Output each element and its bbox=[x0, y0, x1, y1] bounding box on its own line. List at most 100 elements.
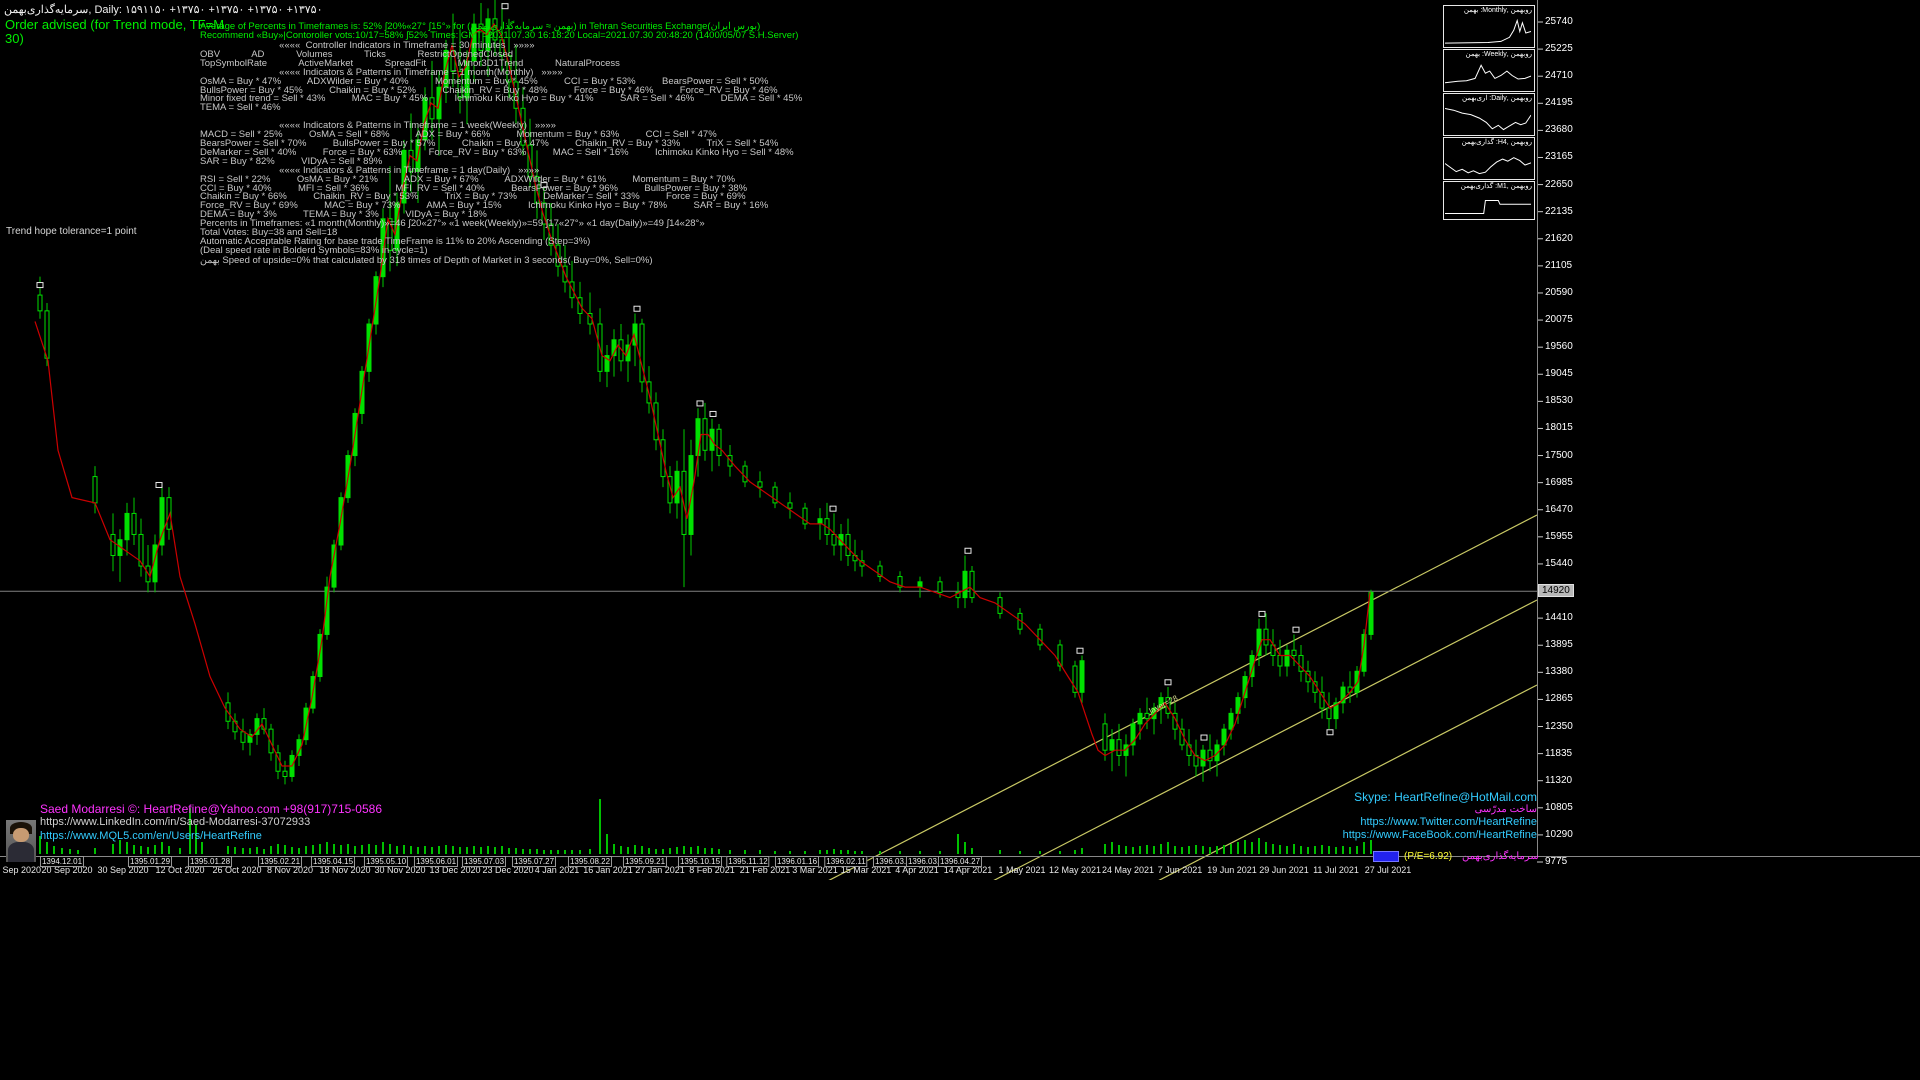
volume-bar bbox=[1181, 847, 1183, 854]
volume-bar bbox=[1265, 842, 1267, 854]
volume-bar bbox=[648, 848, 650, 854]
facebook-link[interactable]: https://www.FaceBook.com/HeartRefine bbox=[1342, 829, 1537, 841]
volume-bar bbox=[515, 848, 517, 854]
mini-sparkline bbox=[1445, 64, 1531, 84]
volume-bar bbox=[168, 846, 170, 854]
mql5-link[interactable]: https://www.MQL5.com/en/Users/HeartRefin… bbox=[40, 830, 262, 842]
volume-bar bbox=[854, 851, 856, 854]
volume-bar bbox=[112, 844, 114, 854]
moving-average-line bbox=[34, 23, 1371, 767]
mini-chart-panel[interactable]: روبهمن ,Weekly: بهمن bbox=[1443, 49, 1535, 92]
price-axis-label: 25225 bbox=[1545, 43, 1573, 55]
candle-body bbox=[247, 733, 253, 743]
candle-body bbox=[838, 533, 844, 546]
twitter-link[interactable]: https://www.Twitter.com/HeartRefine bbox=[1360, 816, 1537, 828]
volume-bar bbox=[669, 848, 671, 854]
candle-body bbox=[604, 355, 610, 372]
volume-bar bbox=[571, 850, 573, 854]
date-label: 30 Sep 2020 bbox=[97, 865, 149, 875]
mini-chart-panel[interactable]: روبهمن ,Daily: اری‌بهمن bbox=[1443, 93, 1535, 136]
price-axis-label: 15955 bbox=[1545, 530, 1573, 542]
volume-bar bbox=[298, 848, 300, 854]
sparkline-path bbox=[1445, 18, 1531, 44]
pe-progress-bar bbox=[1373, 851, 1399, 862]
mini-chart-panel[interactable]: روبهمن ,M1: گذاری‌بهمن bbox=[1443, 181, 1535, 220]
candle-body bbox=[1057, 644, 1063, 667]
swing-marker bbox=[540, 182, 548, 189]
volume-bar bbox=[1230, 844, 1232, 854]
volume-bar bbox=[140, 846, 142, 854]
volume-bar bbox=[1039, 851, 1041, 854]
volume-bar bbox=[1167, 842, 1169, 854]
price-axis-label: 9775 bbox=[1545, 856, 1568, 867]
candle-body bbox=[716, 428, 722, 457]
volume-bar bbox=[234, 847, 236, 854]
price-axis-label: 22135 bbox=[1545, 205, 1573, 217]
sparkline-path bbox=[1445, 157, 1531, 175]
volume-bar bbox=[53, 846, 55, 854]
date-label: 21 Feb 2021 bbox=[739, 865, 791, 875]
candle-body bbox=[1172, 712, 1178, 730]
price-axis-label: 15440 bbox=[1545, 557, 1573, 569]
volume-bar bbox=[201, 842, 203, 854]
volume-bar bbox=[543, 850, 545, 854]
avatar-body bbox=[8, 842, 34, 862]
trend-channel-line[interactable] bbox=[820, 514, 1538, 880]
persian-date-label: 1396.04.27 bbox=[937, 856, 983, 867]
candle-body bbox=[1200, 749, 1206, 767]
volume-bar bbox=[620, 846, 622, 854]
volume-bar bbox=[494, 847, 496, 854]
price-axis-label: 21620 bbox=[1545, 232, 1573, 244]
volume-bar bbox=[564, 850, 566, 854]
volume-bar bbox=[1223, 845, 1225, 854]
candle-body bbox=[962, 570, 968, 599]
candle-body bbox=[422, 97, 428, 141]
candle-body bbox=[1340, 686, 1346, 704]
volume-bar bbox=[718, 849, 720, 854]
candle-body bbox=[324, 586, 330, 635]
mini-sparkline bbox=[1445, 108, 1531, 131]
candle-body bbox=[1298, 654, 1304, 672]
price-axis-label: 25740 bbox=[1545, 16, 1573, 27]
volume-bar bbox=[1139, 846, 1141, 854]
price-axis-label: 16470 bbox=[1545, 503, 1573, 515]
candle-body bbox=[1144, 712, 1150, 720]
volume-bar bbox=[599, 799, 601, 854]
volume-bar bbox=[627, 847, 629, 854]
volume-bar bbox=[1321, 845, 1323, 854]
volume-bar bbox=[46, 842, 48, 854]
date-label: 8 Feb 2021 bbox=[689, 865, 735, 875]
swing-marker bbox=[829, 505, 837, 512]
volume-bar bbox=[1019, 851, 1021, 854]
persian-date-label: 1395.07.27 bbox=[511, 856, 557, 867]
candlestick-chart[interactable] bbox=[0, 0, 1920, 880]
volume-bar bbox=[1237, 842, 1239, 854]
mini-chart-panel[interactable]: روبهمن ,H4: گذاری‌بهمن bbox=[1443, 137, 1535, 180]
linkedin-link[interactable]: https://www.LinkedIn.com/in/Saed-Modarre… bbox=[40, 816, 311, 828]
sparkline-path bbox=[1445, 64, 1531, 84]
candle-body bbox=[1130, 723, 1136, 746]
volume-bar bbox=[312, 845, 314, 854]
volume-bar bbox=[957, 834, 959, 854]
candle-body bbox=[159, 497, 165, 546]
volume-bar bbox=[759, 850, 761, 854]
mini-sparkline bbox=[1445, 200, 1531, 214]
trend-channel-line[interactable] bbox=[1150, 684, 1538, 880]
persian-date-label: 1395.07.03 bbox=[461, 856, 507, 867]
volume-bar bbox=[1118, 845, 1120, 854]
candle-body bbox=[897, 576, 903, 588]
volume-bar bbox=[354, 846, 356, 854]
order-advice-text: Order advised (for Trend mode, TF=M 30) bbox=[5, 17, 225, 46]
date-label: 15 Mar 2021 bbox=[840, 865, 892, 875]
candle-body bbox=[674, 470, 680, 504]
volume-bar bbox=[189, 808, 191, 854]
candle-body bbox=[387, 218, 393, 251]
date-label: 30 Nov 2020 bbox=[374, 865, 426, 875]
mini-chart-panel[interactable]: روبهمن ,Monthly: بهمن bbox=[1443, 5, 1535, 48]
rating-block: Automatic Acceptable Rating for base tra… bbox=[200, 236, 653, 266]
volume-bar bbox=[833, 849, 835, 854]
volume-bar bbox=[704, 848, 706, 854]
trend-channel-line[interactable] bbox=[985, 599, 1538, 880]
candle-body bbox=[506, 55, 512, 83]
price-axis-label: 12350 bbox=[1545, 720, 1573, 732]
